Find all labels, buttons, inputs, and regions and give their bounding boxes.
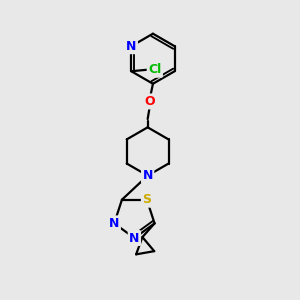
Text: N: N [109, 217, 119, 230]
Text: Cl: Cl [148, 63, 161, 76]
Text: N: N [129, 232, 140, 244]
Text: S: S [142, 193, 152, 206]
Text: N: N [142, 169, 153, 182]
Text: O: O [145, 95, 155, 108]
Text: N: N [126, 40, 136, 53]
